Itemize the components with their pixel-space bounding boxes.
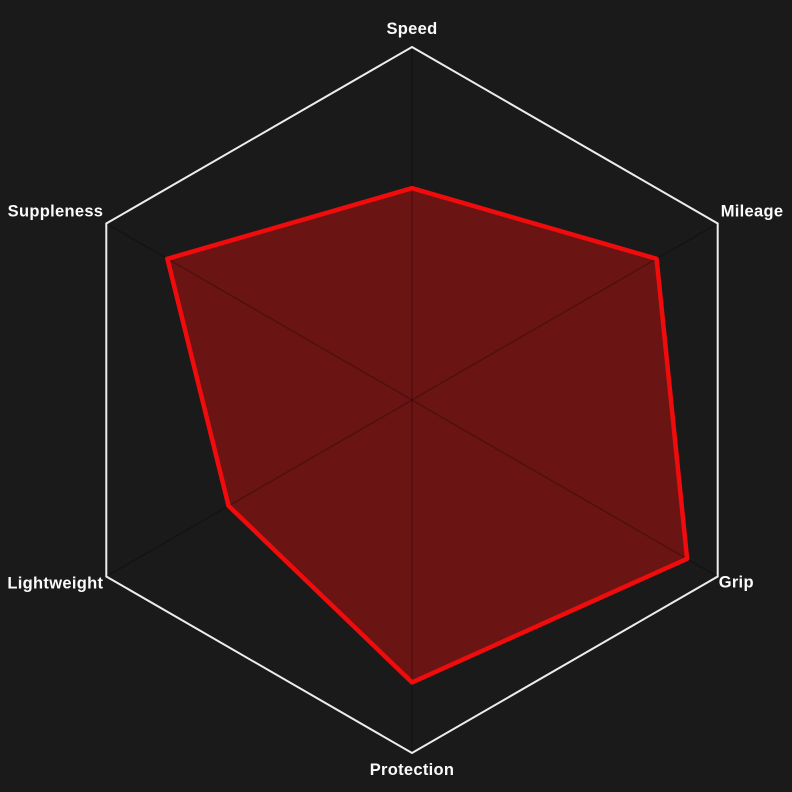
axis-spoke xyxy=(411,399,719,578)
axis-label-grip: Grip xyxy=(718,573,754,591)
axis-label-suppleness: Suppleness xyxy=(7,202,104,220)
axis-spoke xyxy=(411,222,719,401)
axis-label-speed: Speed xyxy=(386,20,438,38)
axis-spoke xyxy=(105,399,413,578)
axis-spokes-group xyxy=(105,47,719,753)
series-outline-polygon xyxy=(165,185,690,685)
grid-hexagon-outline xyxy=(105,45,719,755)
axis-spoke xyxy=(105,222,413,401)
axis-label-lightweight: Lightweight xyxy=(7,574,104,592)
axis-label-mileage: Mileage xyxy=(720,202,784,220)
series-fill-polygon xyxy=(167,188,688,683)
axis-label-protection: Protection xyxy=(369,761,455,779)
